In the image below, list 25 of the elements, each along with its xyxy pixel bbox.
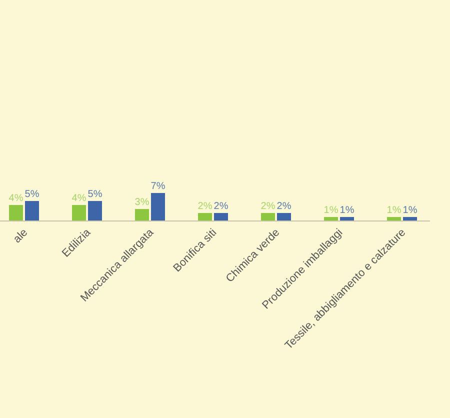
data-label: 2% bbox=[198, 201, 212, 212]
x-tick-label: ale bbox=[11, 226, 30, 246]
data-label: 7% bbox=[150, 181, 166, 192]
data-label: 2% bbox=[214, 201, 228, 212]
bar bbox=[9, 205, 23, 221]
bar bbox=[198, 213, 212, 221]
data-label: 1% bbox=[324, 205, 338, 216]
data-label: 2% bbox=[276, 201, 292, 212]
data-label: 2% bbox=[260, 201, 276, 212]
data-label: 1% bbox=[402, 205, 418, 216]
bar bbox=[151, 193, 165, 221]
bar bbox=[135, 209, 149, 221]
bar bbox=[72, 205, 86, 221]
data-label: 4% bbox=[72, 193, 86, 204]
bar bbox=[277, 213, 291, 221]
data-label: 5% bbox=[24, 189, 40, 200]
bar bbox=[214, 213, 228, 221]
data-label: 1% bbox=[386, 205, 402, 216]
data-label: 5% bbox=[88, 189, 102, 200]
bar bbox=[88, 201, 102, 221]
bar bbox=[261, 213, 275, 221]
data-label: 4% bbox=[8, 193, 24, 204]
data-label: 1% bbox=[340, 205, 354, 216]
bar bbox=[25, 201, 39, 221]
data-label: 3% bbox=[134, 197, 150, 208]
